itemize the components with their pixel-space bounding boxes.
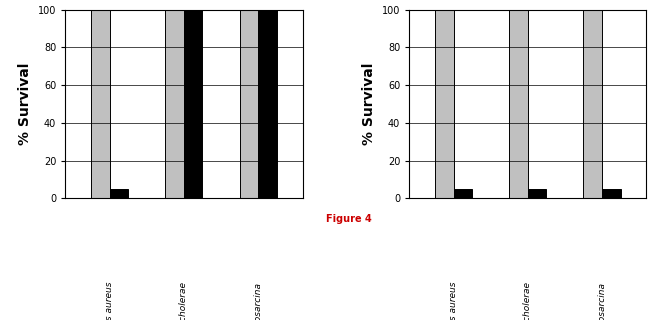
Text: Figure 4: Figure 4 bbox=[326, 213, 372, 223]
Bar bbox=[528, 189, 547, 198]
Y-axis label: % Survival: % Survival bbox=[362, 63, 376, 145]
Bar bbox=[435, 10, 454, 198]
Y-axis label: % Survival: % Survival bbox=[18, 63, 33, 145]
Bar bbox=[602, 189, 620, 198]
Bar bbox=[258, 10, 277, 198]
Bar bbox=[454, 189, 472, 198]
Bar bbox=[240, 10, 258, 198]
Bar bbox=[584, 10, 602, 198]
Bar bbox=[165, 10, 184, 198]
Bar bbox=[91, 10, 110, 198]
Bar bbox=[184, 10, 202, 198]
Bar bbox=[509, 10, 528, 198]
Bar bbox=[110, 189, 128, 198]
